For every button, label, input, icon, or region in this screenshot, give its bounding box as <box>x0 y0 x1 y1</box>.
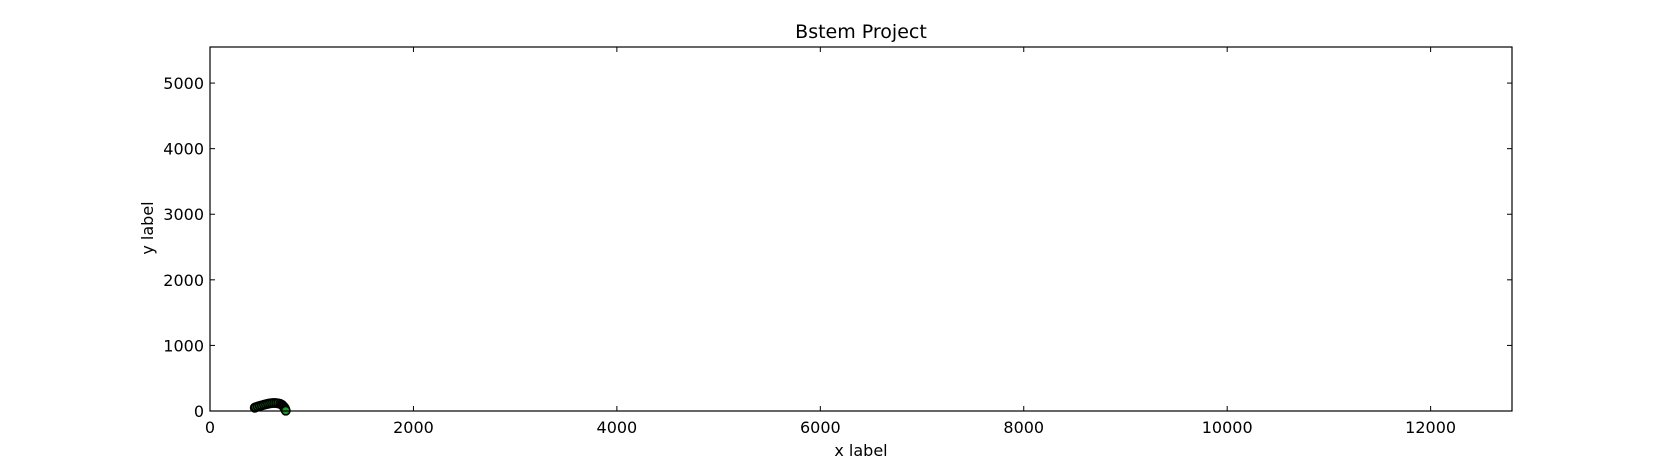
plot-frame <box>209 46 1513 412</box>
x-tick-label: 4000 <box>597 418 638 437</box>
y-tick-label: 3000 <box>163 205 204 224</box>
y-tick-label: 4000 <box>163 140 204 159</box>
x-axis-label: x label <box>834 441 887 457</box>
x-tick-label: 8000 <box>1003 418 1044 437</box>
x-tick-label: 2000 <box>393 418 434 437</box>
x-tick-label: 0 <box>205 418 215 437</box>
axis-ticks: 0 2000 4000 6000 8000 10000 12000 0 1000 2000 3000… <box>163 47 1512 437</box>
y-axis-label: y label <box>138 201 157 254</box>
y-tick-label: 2000 <box>163 271 204 290</box>
data-points <box>249 397 291 416</box>
chart-title: Bstem Project <box>795 21 927 43</box>
x-tick-label: 10000 <box>1202 418 1253 437</box>
y-tick-label: 1000 <box>163 336 204 355</box>
x-tick-label: 12000 <box>1405 418 1456 437</box>
y-tick-label: 5000 <box>163 74 204 93</box>
x-tick-label: 6000 <box>800 418 841 437</box>
y-tick-label: 0 <box>194 402 204 421</box>
